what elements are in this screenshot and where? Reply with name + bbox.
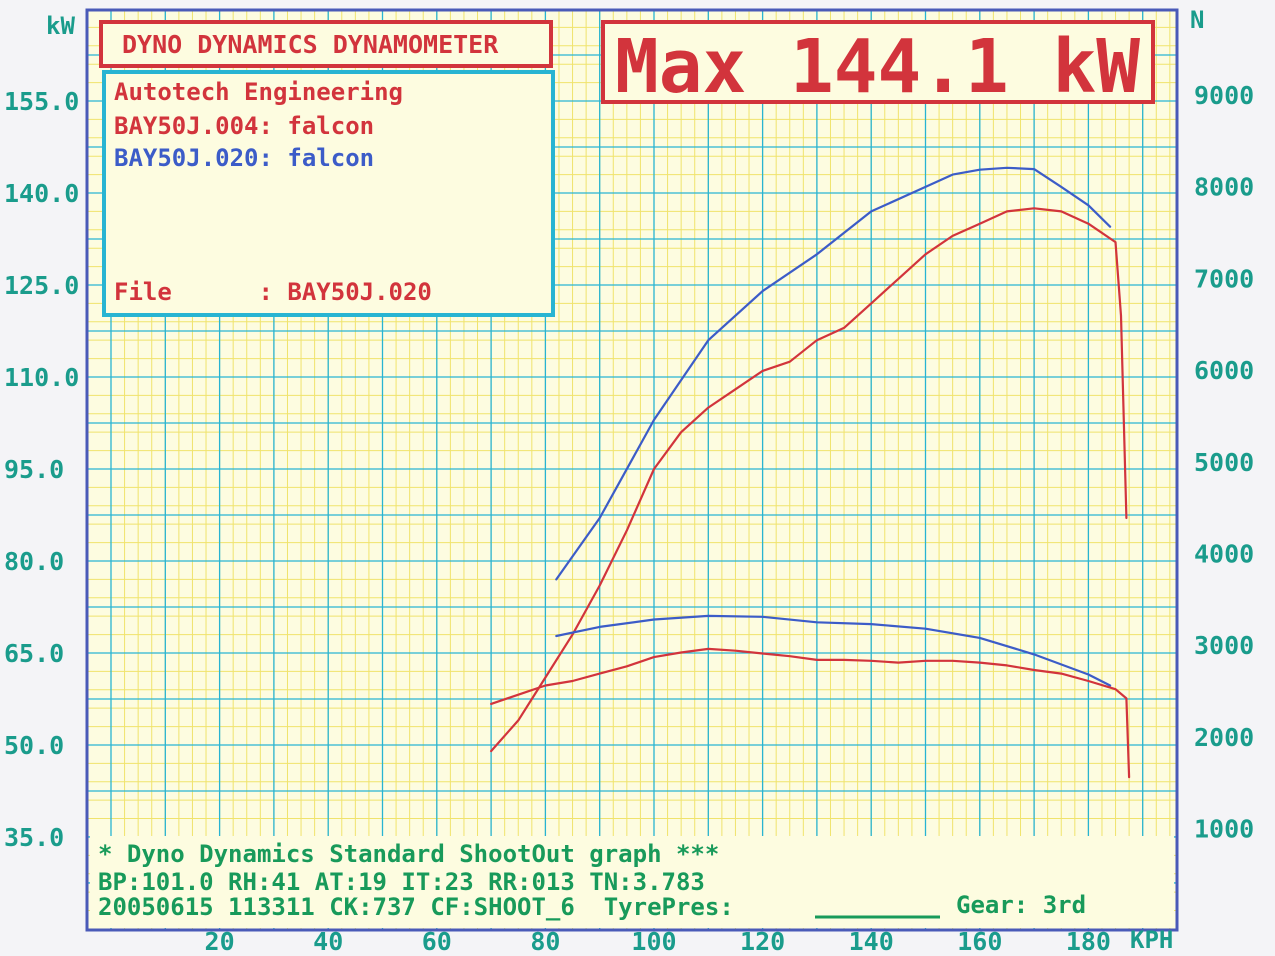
series-line-bay50j-004-power	[490, 207, 1128, 753]
y-tick-right-label: 8000	[1194, 173, 1254, 202]
series-layer	[490, 166, 1131, 779]
x-tick-label: 180	[1066, 927, 1111, 956]
series-line-bay50j-004-force	[490, 647, 1131, 779]
max-power-label: Max 144.1 kW	[615, 24, 1140, 110]
y-tick-right-label: 1000	[1194, 815, 1254, 844]
x-axis-label: KPH	[1130, 926, 1173, 954]
file-label: File : BAY50J.020	[114, 278, 432, 306]
x-tick-label: 120	[740, 927, 785, 956]
x-tick-label: 20	[205, 927, 235, 956]
y-tick-left-label: 110.0	[4, 363, 79, 392]
x-tick-label: 160	[957, 927, 1002, 956]
y-tick-left-label: 80.0	[4, 547, 64, 576]
y-tick-right-label: 7000	[1194, 264, 1254, 293]
company-name: Autotech Engineering	[114, 78, 403, 106]
x-ticks: 20 40 60 80 100 120 140 160 180	[205, 927, 1111, 956]
x-tick-label: 80	[530, 927, 560, 956]
y-ticks-left: 155.0 140.0 125.0 110.0 95.0 80.0 65.0 50.0 35.0	[4, 87, 79, 852]
y-tick-left-label: 140.0	[4, 179, 79, 208]
chart-title: DYNO DYNAMICS DYNAMOMETER	[122, 30, 499, 59]
run-020-label: BAY50J.020: falcon	[114, 144, 374, 172]
x-tick-label: 140	[849, 927, 894, 956]
footer-line-1: * Dyno Dynamics Standard ShootOut graph …	[98, 840, 719, 868]
title-box	[99, 20, 553, 68]
y-axis-left-label: kW	[46, 12, 75, 40]
footer-line-2: BP:101.0 RH:41 AT:19 IT:23 RR:013 TN:3.7…	[98, 868, 705, 896]
x-tick-label: 40	[313, 927, 343, 956]
series-line-bay50j-020-force	[555, 614, 1112, 687]
y-axis-right-label: N	[1190, 6, 1204, 34]
y-tick-left-label: 50.0	[4, 731, 64, 760]
y-tick-right-label: 9000	[1194, 81, 1254, 110]
y-tick-left-label: 125.0	[4, 271, 79, 300]
y-tick-left-label: 155.0	[4, 87, 79, 116]
info-box	[102, 70, 555, 317]
y-tick-right-label: 5000	[1194, 448, 1254, 477]
y-tick-right-label: 4000	[1194, 540, 1254, 569]
y-tick-right-label: 3000	[1194, 631, 1254, 660]
gear-label: Gear: 3rd	[956, 891, 1086, 919]
footer-line-3: 20050615 113311 CK:737 CF:SHOOT_6 TyrePr…	[98, 893, 734, 921]
run-004-label: BAY50J.004: falcon	[114, 112, 374, 140]
max-box	[601, 20, 1155, 104]
y-tick-left-label: 65.0	[4, 639, 64, 668]
series-line-bay50j-020-power	[555, 166, 1112, 581]
y-ticks-right: 9000 8000 7000 6000 5000 4000 3000 2000 1000	[1194, 81, 1254, 844]
y-tick-left-label: 35.0	[4, 823, 64, 852]
y-tick-left-label: 95.0	[4, 455, 64, 484]
y-tick-right-label: 2000	[1194, 723, 1254, 752]
plot-frame	[85, 8, 1179, 932]
y-tick-right-label: 6000	[1194, 356, 1254, 385]
x-tick-label: 60	[422, 927, 452, 956]
x-tick-label: 100	[631, 927, 676, 956]
footer-backdrop	[90, 836, 1174, 928]
